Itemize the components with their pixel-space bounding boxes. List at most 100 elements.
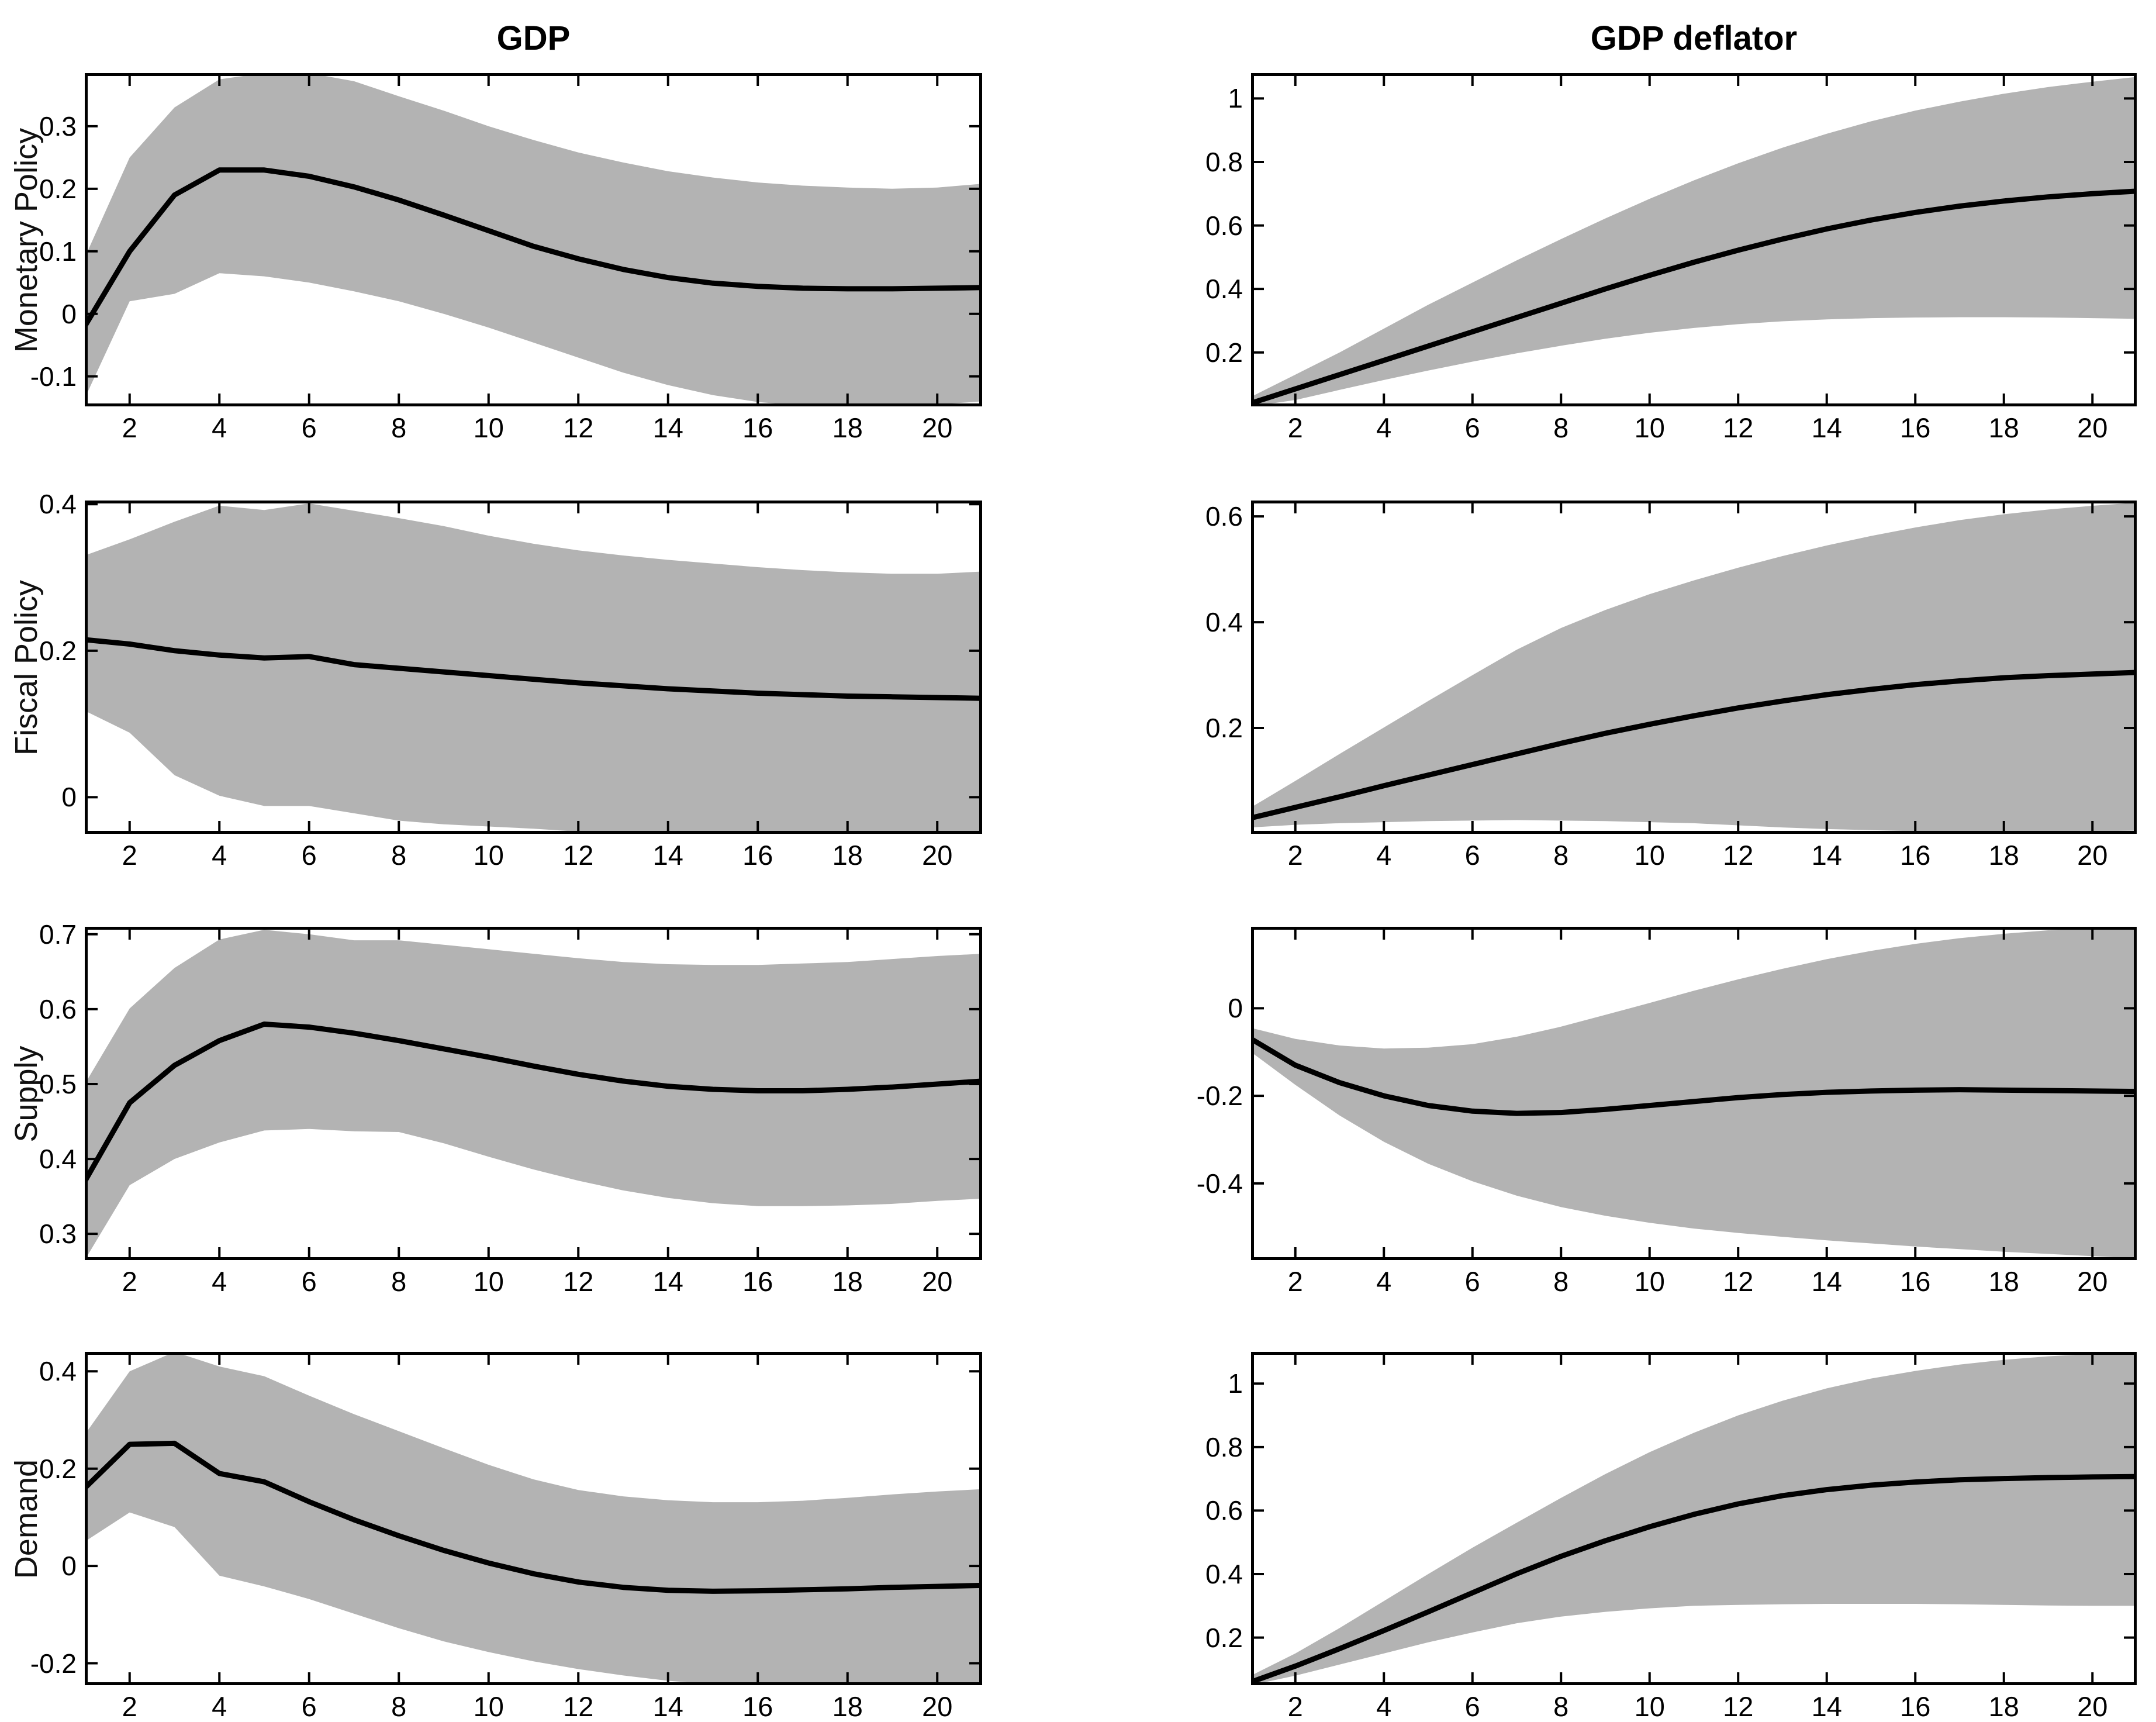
chart-demand-gdp-median-line xyxy=(85,1440,982,1594)
y-tick-label: 0.4 xyxy=(39,489,77,520)
x-tick-label: 6 xyxy=(301,1691,317,1722)
chart-demand-gdp xyxy=(85,1352,982,1685)
y-tick-label: 0.6 xyxy=(1205,1495,1243,1526)
x-tick-label: 14 xyxy=(1811,412,1842,443)
chart-monetary-policy-gdp-deflator xyxy=(1251,73,2137,406)
y-tick-label: 0.4 xyxy=(1205,1559,1243,1589)
x-tick-label: 10 xyxy=(473,840,504,871)
chart-monetary-policy-gdp-deflator-confidence-band xyxy=(1251,77,2137,406)
x-tick-label: 20 xyxy=(922,840,953,871)
column-title-gdp: GDP xyxy=(496,19,571,57)
chart-supply-gdp xyxy=(85,927,982,1260)
chart-demand-gdp-deflator-confidence-band xyxy=(1251,1352,2137,1685)
chart-fiscal-policy-gdp-median-line xyxy=(85,637,982,701)
x-tick-label: 4 xyxy=(212,840,227,871)
x-tick-label: 6 xyxy=(301,1266,317,1297)
x-tick-label: 20 xyxy=(2077,412,2108,443)
x-tick-label: 14 xyxy=(652,412,683,443)
x-tick-label: 4 xyxy=(212,1266,227,1297)
chart-monetary-policy-gdp-confidence-band xyxy=(85,73,982,406)
x-tick-label: 10 xyxy=(1634,840,1665,871)
x-tick-label: 12 xyxy=(1723,1691,1754,1722)
x-tick-label: 6 xyxy=(1464,1266,1480,1297)
x-tick-label: 4 xyxy=(212,412,227,443)
x-tick-label: 4 xyxy=(212,1691,227,1722)
x-tick-label: 16 xyxy=(742,1266,773,1297)
chart-supply-gdp-median-line xyxy=(85,1022,982,1184)
chart-fiscal-policy-gdp-deflator-median-line xyxy=(1251,670,2137,821)
y-tick-label: 0 xyxy=(1228,993,1243,1024)
x-tick-label: 2 xyxy=(1287,1691,1303,1722)
x-tick-label: 12 xyxy=(563,840,594,871)
chart-monetary-policy-gdp-deflator-axes-frame xyxy=(1251,73,2137,406)
x-tick-label: 20 xyxy=(2077,840,2108,871)
chart-monetary-policy-gdp xyxy=(85,73,982,406)
x-tick-label: 14 xyxy=(652,1691,683,1722)
x-tick-label: 6 xyxy=(1464,1691,1480,1722)
chart-fiscal-policy-gdp xyxy=(85,501,982,834)
x-tick-label: 2 xyxy=(1287,412,1303,443)
x-tick-label: 12 xyxy=(563,1691,594,1722)
chart-fiscal-policy-gdp-confidence-band xyxy=(85,503,982,834)
y-tick-label: 0 xyxy=(61,1551,77,1582)
x-tick-label: 14 xyxy=(652,1266,683,1297)
x-tick-label: 18 xyxy=(832,412,863,443)
x-tick-label: 8 xyxy=(1553,412,1569,443)
x-tick-label: 14 xyxy=(1811,1266,1842,1297)
y-tick-label: -0.2 xyxy=(1196,1081,1243,1112)
x-tick-label: 2 xyxy=(122,840,137,871)
chart-demand-gdp-axes-frame xyxy=(85,1352,982,1685)
x-tick-label: 18 xyxy=(1988,1266,2019,1297)
y-tick-label: 0.8 xyxy=(1205,1431,1243,1462)
x-tick-label: 2 xyxy=(122,1691,137,1722)
chart-monetary-policy-gdp-deflator-median-line xyxy=(1251,188,2137,406)
x-tick-label: 2 xyxy=(1287,1266,1303,1297)
y-tick-label: 0.3 xyxy=(39,111,77,142)
x-tick-label: 6 xyxy=(1464,412,1480,443)
chart-supply-gdp-deflator-confidence-band xyxy=(1251,927,2137,1258)
x-tick-label: 20 xyxy=(2077,1691,2108,1722)
x-tick-label: 6 xyxy=(301,412,317,443)
y-tick-label: 0.6 xyxy=(1205,501,1243,532)
x-tick-label: 18 xyxy=(1988,840,2019,871)
x-tick-label: 16 xyxy=(1900,412,1931,443)
x-tick-label: 10 xyxy=(473,1691,504,1722)
x-tick-label: 20 xyxy=(922,1266,953,1297)
chart-fiscal-policy-gdp-axes-frame xyxy=(85,501,982,834)
x-tick-label: 4 xyxy=(1376,412,1392,443)
chart-demand-gdp-deflator xyxy=(1251,1352,2137,1685)
x-tick-label: 14 xyxy=(652,840,683,871)
x-tick-label: 2 xyxy=(1287,840,1303,871)
x-tick-label: 6 xyxy=(301,840,317,871)
x-tick-label: 20 xyxy=(2077,1266,2108,1297)
x-tick-label: 8 xyxy=(391,840,407,871)
y-tick-label: 0.2 xyxy=(39,173,77,204)
x-tick-label: 18 xyxy=(832,1266,863,1297)
chart-supply-gdp-deflator-median-line xyxy=(1251,1036,2137,1116)
x-tick-label: 10 xyxy=(1634,1266,1665,1297)
x-tick-label: 2 xyxy=(122,1266,137,1297)
chart-supply-gdp-deflator-axes-frame xyxy=(1251,927,2137,1260)
y-tick-label: 0.2 xyxy=(1205,337,1243,368)
chart-monetary-policy-gdp-axes-frame xyxy=(85,73,982,406)
y-tick-label: 0.3 xyxy=(39,1219,77,1250)
chart-demand-gdp-confidence-band xyxy=(85,1352,982,1685)
x-tick-label: 20 xyxy=(922,1691,953,1722)
x-tick-label: 4 xyxy=(1376,1266,1392,1297)
y-tick-label: 0.8 xyxy=(1205,147,1243,177)
x-tick-label: 16 xyxy=(742,412,773,443)
y-tick-label: 0.4 xyxy=(39,1356,77,1387)
y-tick-label: 0.6 xyxy=(39,993,77,1024)
chart-supply-gdp-confidence-band xyxy=(85,930,982,1260)
y-tick-label: 0.4 xyxy=(1205,274,1243,305)
y-tick-label: -0.1 xyxy=(30,361,77,392)
y-tick-label: 0.7 xyxy=(39,919,77,950)
x-tick-label: 10 xyxy=(473,1266,504,1297)
x-tick-label: 18 xyxy=(1988,1691,2019,1722)
chart-demand-gdp-deflator-axes-frame xyxy=(1251,1352,2137,1685)
chart-fiscal-policy-gdp-deflator-axes-frame xyxy=(1251,501,2137,834)
y-tick-label: 0.2 xyxy=(39,1453,77,1484)
x-tick-label: 8 xyxy=(391,1266,407,1297)
y-tick-label: -0.4 xyxy=(1196,1168,1243,1199)
x-tick-label: 8 xyxy=(1553,1691,1569,1722)
